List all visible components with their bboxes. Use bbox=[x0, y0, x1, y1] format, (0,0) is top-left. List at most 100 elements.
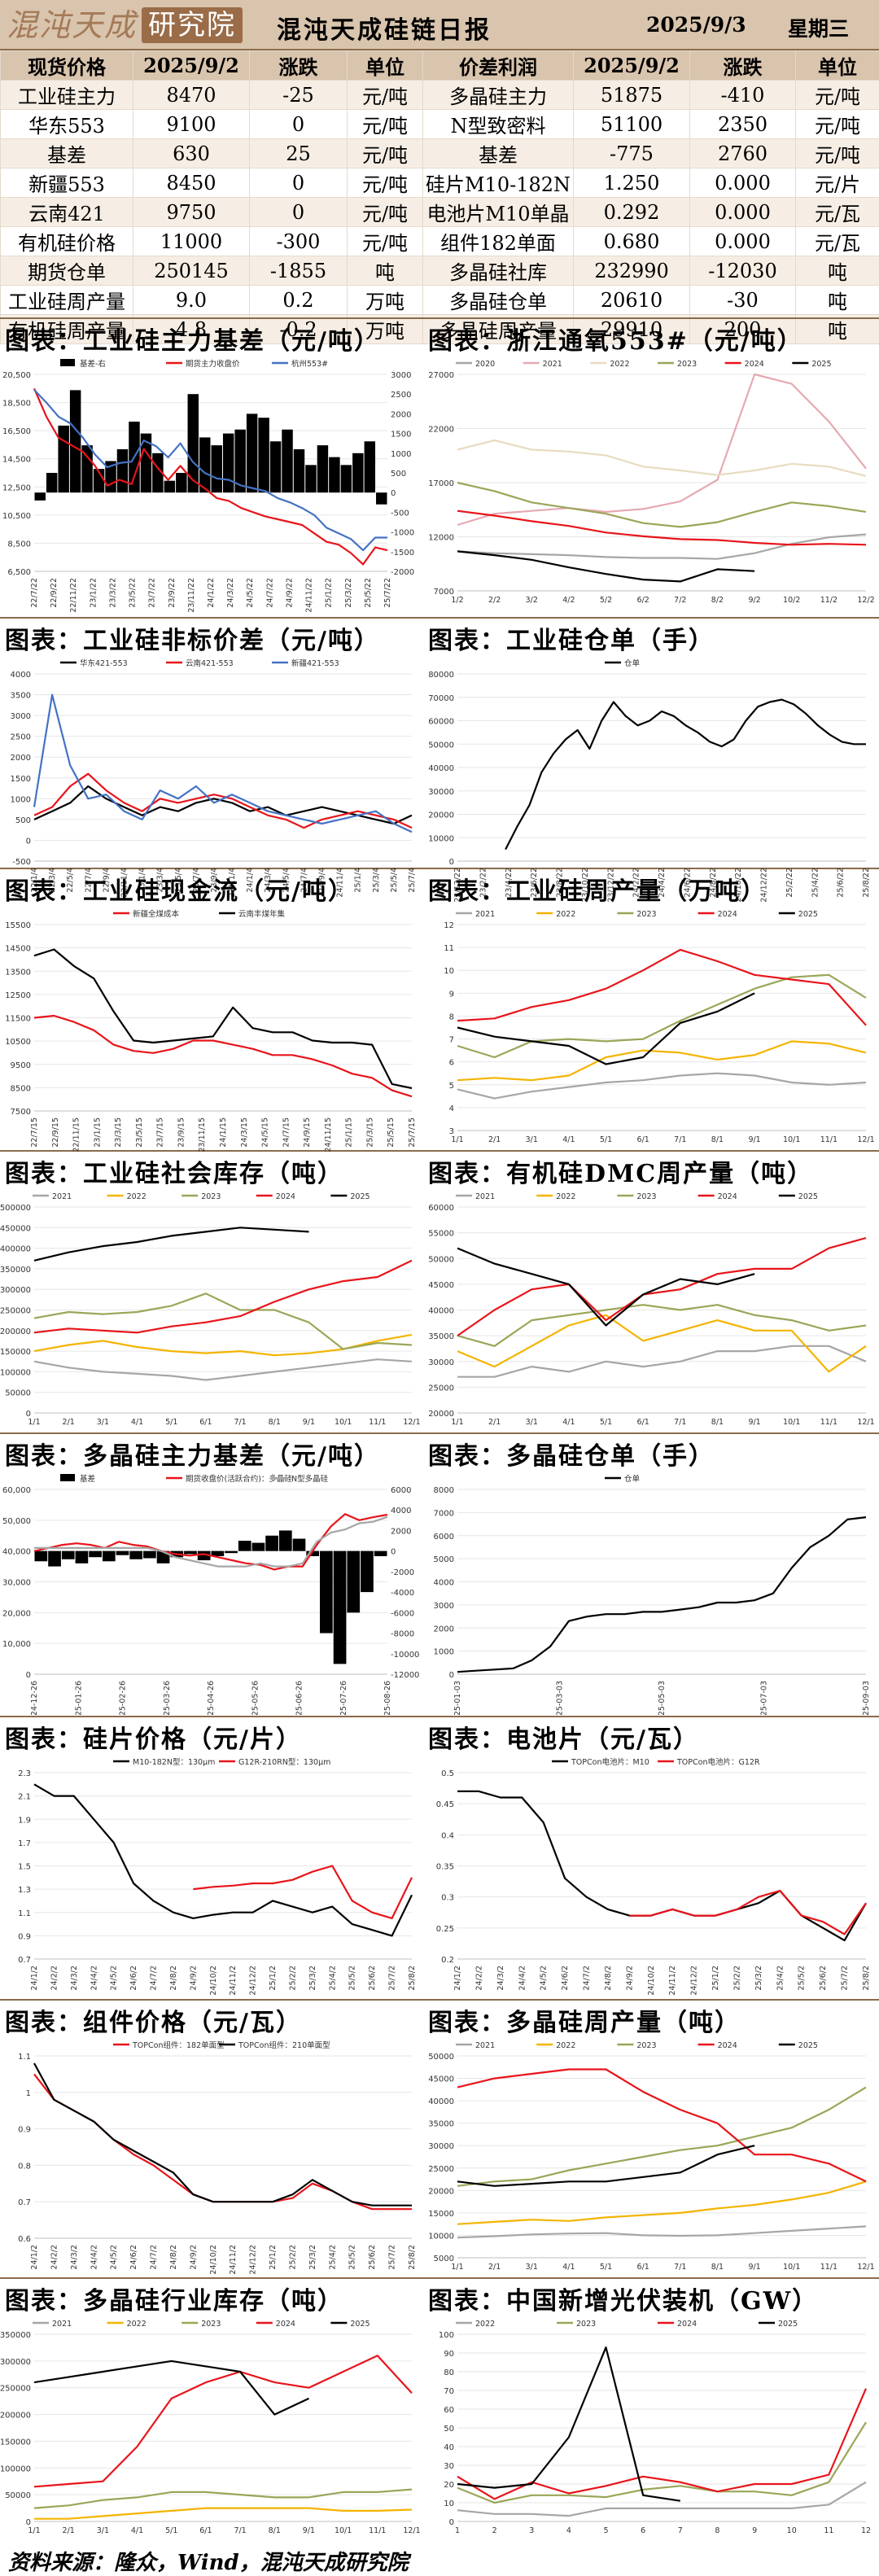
x-tick-label: 11/2 bbox=[820, 596, 837, 605]
y2-tick-label: -10000 bbox=[391, 1651, 419, 1660]
legend-label: 2023 bbox=[636, 1192, 656, 1201]
section-divider bbox=[0, 617, 879, 619]
x-tick-label: 12/1 bbox=[857, 1135, 874, 1144]
legend-label: 2022 bbox=[610, 360, 629, 369]
table-cell: -12030 bbox=[690, 256, 796, 286]
y-tick-label: 150000 bbox=[0, 1348, 31, 1357]
table-cell: -1855 bbox=[250, 256, 348, 286]
table-cell: 8450 bbox=[133, 168, 250, 198]
legend-label: 2021 bbox=[543, 360, 562, 369]
x-tick-label: 12/1 bbox=[857, 1418, 874, 1427]
x-tick-label: 23/3/22 bbox=[108, 578, 117, 608]
y-tick-label: 10000 bbox=[428, 834, 454, 843]
y-tick-label: 60 bbox=[444, 2406, 454, 2415]
x-tick-label: 9/1 bbox=[748, 1135, 760, 1144]
series-line bbox=[34, 1261, 412, 1333]
bar bbox=[188, 394, 199, 492]
bar bbox=[247, 413, 257, 492]
table-cell: 25 bbox=[250, 139, 348, 168]
logo-script: 混沌天成 bbox=[7, 5, 137, 46]
series-line bbox=[34, 2074, 412, 2209]
y-tick-label: 50000 bbox=[428, 2053, 454, 2062]
x-tick-label: 25/1/2 bbox=[269, 1966, 278, 1991]
x-tick-label: 25/8/2 bbox=[862, 1966, 871, 1991]
x-tick-label: 24/5/22 bbox=[246, 578, 255, 608]
y-tick-label: 14500 bbox=[5, 945, 31, 954]
y2-tick-label: 6000 bbox=[391, 1486, 411, 1495]
x-tick-label: 25/4/2 bbox=[776, 1966, 785, 1991]
x-tick-label: 24/8/2 bbox=[169, 1966, 178, 1991]
legend-label: 2024 bbox=[677, 2320, 697, 2329]
table-cell: 1.250 bbox=[574, 168, 690, 198]
y-tick-label: 16,500 bbox=[2, 427, 31, 436]
bar bbox=[334, 1551, 347, 1664]
chart: 仓单80000700006000050000400003000020000100… bbox=[423, 653, 876, 902]
y-tick-label: 12500 bbox=[5, 991, 31, 1000]
x-tick-label: 24/12/2 bbox=[690, 1966, 699, 1996]
chart-title: 图表：工业硅非标价差（元/吨） bbox=[5, 620, 380, 656]
legend-label: TOPCon组件：210单面型 bbox=[238, 2040, 330, 2050]
bar bbox=[164, 481, 175, 493]
x-tick-label: 24/5/15 bbox=[261, 1117, 270, 1148]
x-tick-label: 24/11/2 bbox=[229, 1966, 238, 1996]
y-tick-label: 4000 bbox=[11, 671, 31, 680]
bar bbox=[62, 1551, 75, 1559]
y-tick-label: 30 bbox=[444, 2462, 454, 2471]
x-tick-label: 8/2 bbox=[711, 596, 724, 605]
bar bbox=[317, 445, 328, 492]
series-line bbox=[457, 950, 866, 1026]
x-tick-label: 25/3/2 bbox=[308, 1966, 317, 1991]
table-header-cell: 涨跌 bbox=[690, 51, 796, 81]
y-tick-label: 500000 bbox=[0, 1204, 31, 1213]
x-tick-label: 2 bbox=[492, 2526, 497, 2535]
x-tick-label: 11/1 bbox=[369, 2526, 386, 2535]
series-line bbox=[457, 2088, 866, 2186]
y-tick-label: 350000 bbox=[0, 1266, 31, 1275]
x-tick-label: 25/8/2 bbox=[408, 1966, 417, 1991]
x-tick-label: 24/4/2 bbox=[518, 1966, 527, 1991]
y-tick-label: 500 bbox=[15, 816, 31, 825]
y-tick-label: 0.2 bbox=[441, 1956, 454, 1965]
bar bbox=[293, 1539, 306, 1551]
bar bbox=[352, 453, 363, 492]
legend-label: 2023 bbox=[576, 2320, 596, 2329]
x-tick-label: 4 bbox=[566, 2526, 571, 2535]
y-tick-label: 50000 bbox=[5, 2491, 31, 2500]
x-tick-label: 3/1 bbox=[526, 1135, 538, 1144]
table-cell: 吨 bbox=[348, 256, 423, 286]
y-tick-label: 0.9 bbox=[18, 2126, 31, 2135]
x-tick-label: 2025-05-26 bbox=[251, 1681, 260, 1715]
table-cell: 0.2 bbox=[250, 286, 348, 315]
legend-label: 2023 bbox=[636, 2041, 656, 2050]
x-tick-label: 24/2/2 bbox=[50, 2245, 59, 2270]
y-tick-label: 1.7 bbox=[18, 1839, 31, 1848]
x-tick-label: 2025-04-26 bbox=[207, 1681, 216, 1715]
bar bbox=[58, 426, 68, 492]
report-title: 混沌天成硅链日报 bbox=[277, 10, 492, 46]
chart-title: 图表：工业硅周产量（万吨） bbox=[428, 871, 767, 907]
x-tick-label: 25/4/22 bbox=[811, 868, 820, 898]
y-tick-label: 0 bbox=[26, 837, 31, 846]
chart-title: 图表：多晶硅周产量（吨） bbox=[428, 2002, 741, 2038]
y-tick-label: 35000 bbox=[428, 2120, 454, 2129]
x-tick-label: 1 bbox=[455, 2526, 460, 2535]
x-tick-label: 6/1 bbox=[637, 1418, 649, 1427]
bar bbox=[223, 434, 234, 493]
y-tick-label: 1.9 bbox=[18, 1816, 31, 1825]
x-tick-label: 24/7/2 bbox=[583, 1966, 592, 1991]
y-tick-label: 10,000 bbox=[2, 1640, 31, 1649]
x-tick-label: 24/7/15 bbox=[282, 1117, 291, 1148]
y-tick-label: 13500 bbox=[5, 968, 31, 977]
x-tick-label: 25/6/2 bbox=[819, 1966, 828, 1991]
x-tick-label: 2025-03-03 bbox=[556, 1681, 565, 1715]
legend-label: 华东421-553 bbox=[80, 658, 128, 668]
table-cell: 元/片 bbox=[796, 168, 879, 198]
x-tick-label: 10/1 bbox=[335, 1418, 352, 1427]
bar bbox=[143, 1551, 156, 1559]
legend-label: 云南421-553 bbox=[186, 658, 234, 668]
x-tick-label: 24/6/2 bbox=[129, 1966, 138, 1991]
legend-label: 仓单 bbox=[624, 658, 641, 668]
